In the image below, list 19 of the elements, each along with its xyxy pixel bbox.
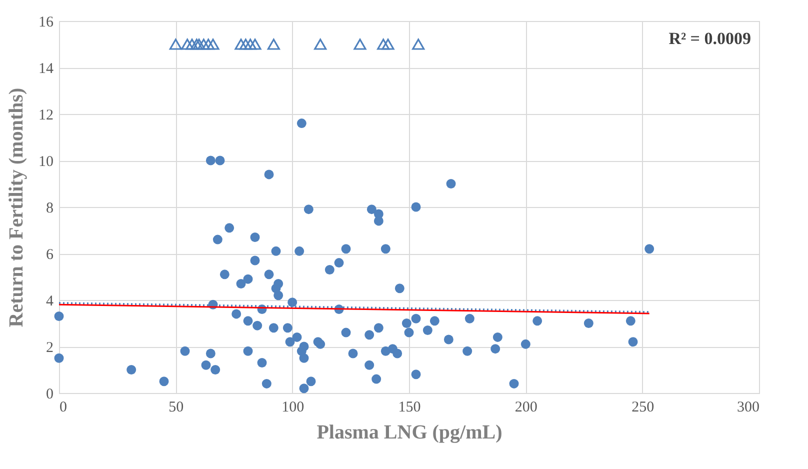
y-tick-label: 4 <box>46 294 54 310</box>
y-tick-label: 2 <box>46 340 54 356</box>
y-axis-title: Return to Fertility (months) <box>6 88 28 328</box>
y-tick-label: 8 <box>46 200 54 216</box>
y-tick-label: 14 <box>38 61 54 77</box>
x-tick-label: 0 <box>60 400 67 416</box>
annotation: R² = 0.0009 <box>668 29 751 48</box>
x-axis-title: Plasma LNG (pg/mL) <box>316 422 502 444</box>
y-tick-label: 10 <box>38 154 54 170</box>
x-tick-label: 150 <box>398 400 421 416</box>
x-tick-label: 200 <box>514 400 538 416</box>
y-tick-label: 6 <box>46 247 54 263</box>
x-tick-label: 250 <box>632 400 654 416</box>
x-tick-label: 50 <box>168 400 184 416</box>
y-tick-label: 16 <box>38 14 54 30</box>
x-tick-label: 300 <box>737 400 760 416</box>
y-tick-label: 0 <box>46 386 54 402</box>
y-tick-label: 12 <box>38 108 54 124</box>
x-tick-label: 100 <box>282 400 304 416</box>
